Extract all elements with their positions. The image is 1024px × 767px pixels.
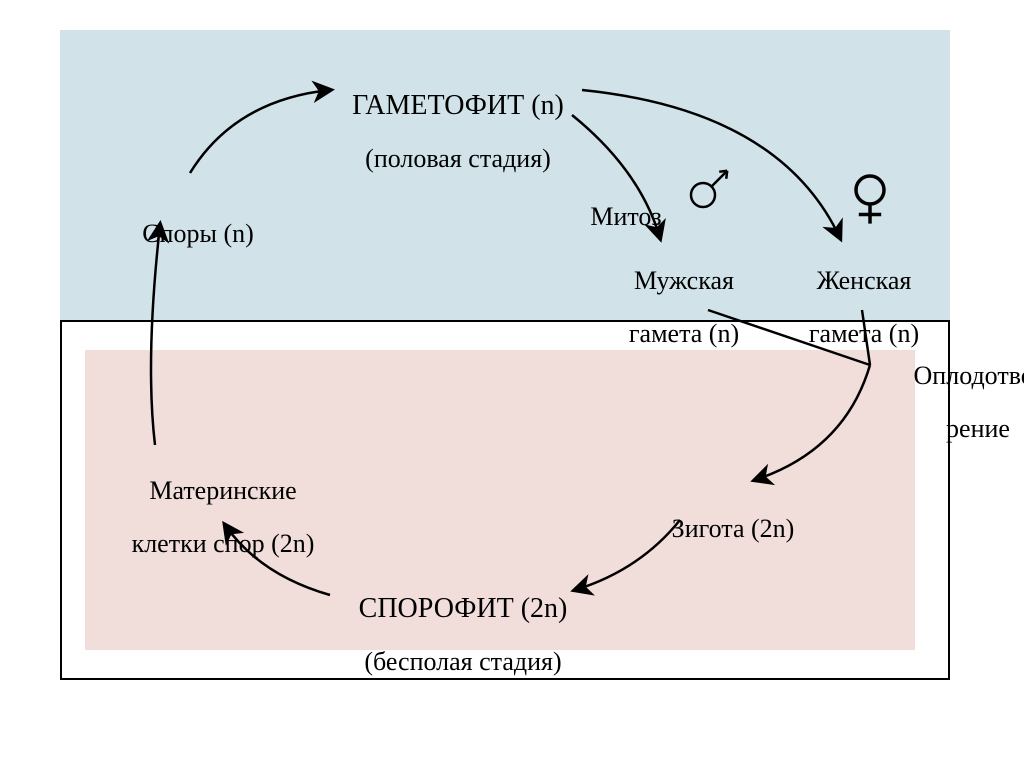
male-gamete-line2: гамета (n) — [629, 319, 739, 348]
spores-text: Споры (n) — [142, 219, 254, 248]
mitosis-text: Митоз — [590, 202, 661, 231]
male-gamete-line1: Мужская — [634, 266, 734, 295]
zygote-label: Зигота (2n) — [620, 480, 820, 578]
spores-label: Споры (n) — [100, 185, 270, 283]
fertilization-line1: Оплодотво- — [914, 361, 1024, 390]
sporophyte-label: СПОРОФИТ (2n) (бесполая стадия) — [315, 571, 595, 699]
sporophyte-line1: СПОРОФИТ (2n) — [359, 593, 568, 624]
fertilization-line2: рение — [946, 414, 1010, 443]
female-gamete-line1: Женская — [817, 266, 912, 295]
gametophyte-label: ГАМЕТОФИТ (n) (половая стадия) — [320, 68, 580, 196]
fertilization-label: Оплодотво- рение — [880, 340, 1024, 465]
mother-cells-label: Материнские клетки спор (2n) — [90, 455, 340, 580]
male-gamete-label: Мужская гамета (n) — [596, 245, 756, 370]
diagram-stage: ГАМЕТОФИТ (n) (половая стадия) Споры (n)… — [0, 0, 1024, 767]
gametophyte-line2: (половая стадия) — [365, 144, 551, 173]
sporophyte-line2: (бесполая стадия) — [364, 647, 561, 676]
mother-cells-line1: Материнские — [149, 476, 296, 505]
zygote-text: Зигота (2n) — [672, 514, 795, 543]
gametophyte-line1: ГАМЕТОФИТ (n) — [352, 90, 564, 121]
mother-cells-line2: клетки спор (2n) — [132, 529, 315, 558]
